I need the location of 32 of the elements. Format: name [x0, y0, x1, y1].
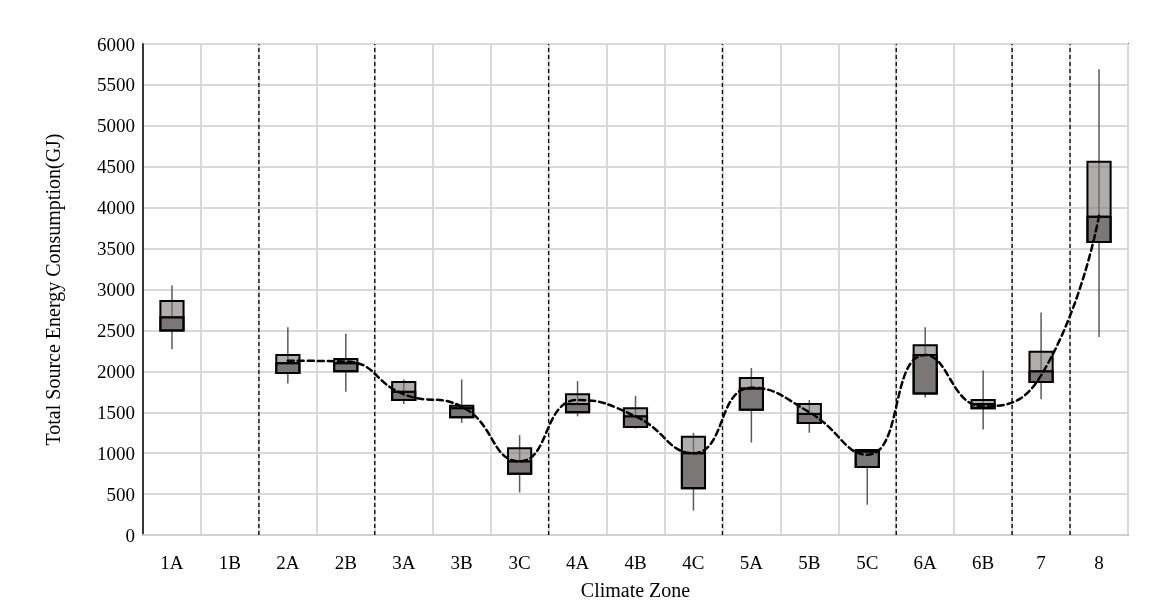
y-tick-label: 3500	[97, 238, 135, 260]
y-tick-label: 4000	[97, 197, 135, 219]
y-tick-label: 1500	[97, 401, 135, 423]
x-tick-label: 2A	[276, 552, 300, 573]
x-tick-label: 6B	[972, 552, 995, 573]
y-tick-label: 0	[125, 524, 135, 546]
y-axis-title: Total Source Energy Consumption(GJ)	[42, 133, 65, 446]
x-tick-label: 8	[1094, 552, 1104, 573]
x-tick-label: 3C	[508, 552, 531, 573]
x-tick-label: 5C	[856, 552, 879, 573]
y-tick-label: 2500	[97, 319, 135, 341]
x-tick-label: 1B	[218, 552, 242, 573]
y-tick-label: 500	[106, 483, 135, 505]
x-tick-label: 4A	[565, 552, 590, 573]
y-tick-label: 1000	[97, 442, 135, 464]
x-tick-label: 2B	[334, 552, 357, 573]
y-tick-label: 4500	[97, 156, 135, 178]
x-tick-label: 3A	[392, 552, 416, 573]
y-tick-label: 5500	[97, 74, 135, 96]
x-tick-label: 4B	[624, 552, 647, 573]
y-tick-label: 6000	[97, 33, 135, 55]
y-tick-label: 3000	[97, 279, 135, 300]
y-tick-label: 5000	[97, 115, 135, 137]
x-tick-label: 1A	[160, 552, 184, 573]
x-tick-label: 4C	[682, 552, 705, 573]
x-axis-title: Climate Zone	[580, 579, 691, 601]
y-tick-label: 2000	[97, 360, 135, 382]
x-tick-label: 7	[1036, 552, 1046, 573]
x-tick-label: 6A	[913, 552, 938, 573]
x-tick-label: 3B	[450, 552, 473, 573]
x-tick-label: 5A	[739, 552, 764, 573]
x-tick-label: 5B	[798, 552, 821, 573]
